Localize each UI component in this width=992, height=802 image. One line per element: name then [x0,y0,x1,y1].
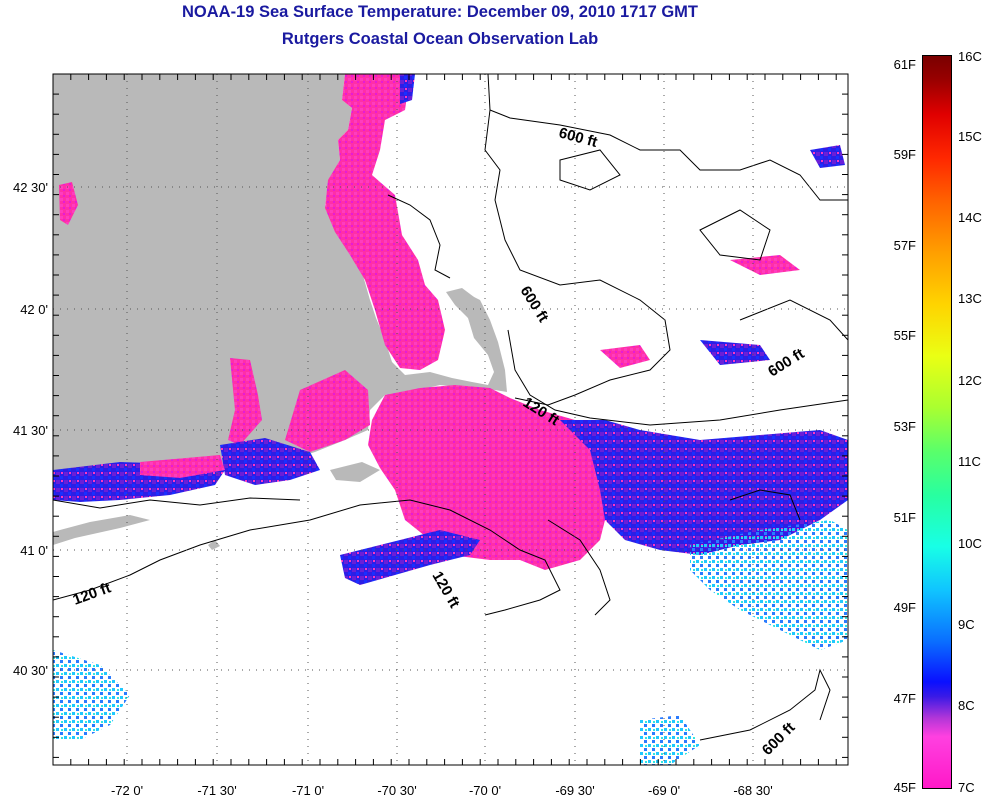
contour-label: 600 ft [759,719,799,759]
colorbar-c-label: 9C [958,617,975,632]
cape-cod-land [446,288,482,320]
colorbar-c-label: 15C [958,129,982,144]
colorbar-c-label: 16C [958,49,982,64]
map-frame [52,73,849,766]
contour-label: 600 ft [765,345,807,380]
map-subtitle: Rutgers Coastal Ocean Observation Lab [281,30,599,48]
colorbar-f-label: 61F [893,57,916,72]
long-island [53,515,150,545]
colorbar-f-label: 57F [893,238,916,253]
colorbar-c-label: 14C [958,210,982,225]
lat-label: 42 0' [20,302,48,317]
colorbar-c-label: 10C [958,536,982,551]
colorbar-f-label: 51F [893,510,916,525]
colorbar-c-label: 11C [958,454,981,469]
contour-label: 600 ft [517,283,552,325]
lat-label: 41 0' [20,543,48,558]
colorbar-f-label: 49F [893,600,916,615]
colorbar-c-label: 7C [958,780,975,795]
map-ticks [52,73,848,765]
contour-label: 120 ft [71,579,114,608]
land-mass [53,74,507,472]
lon-label: -68 30' [733,783,773,798]
colorbar-c-label: 13C [958,291,982,306]
lon-label: -69 30' [555,783,595,798]
sst-map: 600 ft 600 ft 600 ft 120 ft 120 ft 120 f… [52,73,849,766]
colorbar-f-label: 55F [893,328,916,343]
colorbar-f-label: 59F [893,147,916,162]
lon-label: -71 0' [291,783,325,798]
contour-label: 600 ft [557,124,599,151]
colorbar-f-label: 45F [893,780,916,795]
colorbar-c-label: 8C [958,698,975,713]
lon-label: -72 0' [110,783,144,798]
lon-label: -71 30' [197,783,237,798]
lat-label: 41 30' [12,423,48,438]
map-title: NOAA-19 Sea Surface Temperature: Decembe… [181,3,698,21]
colorbar-f-label: 53F [893,419,916,434]
contour-label: 120 ft [429,569,463,611]
colorbar-c-label: 12C [958,373,982,388]
lat-label: 42 30' [12,180,48,195]
lon-label: -70 0' [468,783,502,798]
sst-pixels [53,74,848,765]
lon-label: -69 0' [647,783,681,798]
lat-label: 40 30' [12,663,48,678]
temperature-colorbar [922,55,952,789]
lon-label: -70 30' [377,783,417,798]
colorbar-f-label: 47F [893,691,916,706]
block-island [208,540,220,550]
depth-contours [53,74,848,741]
marthas-vineyard [330,462,380,482]
